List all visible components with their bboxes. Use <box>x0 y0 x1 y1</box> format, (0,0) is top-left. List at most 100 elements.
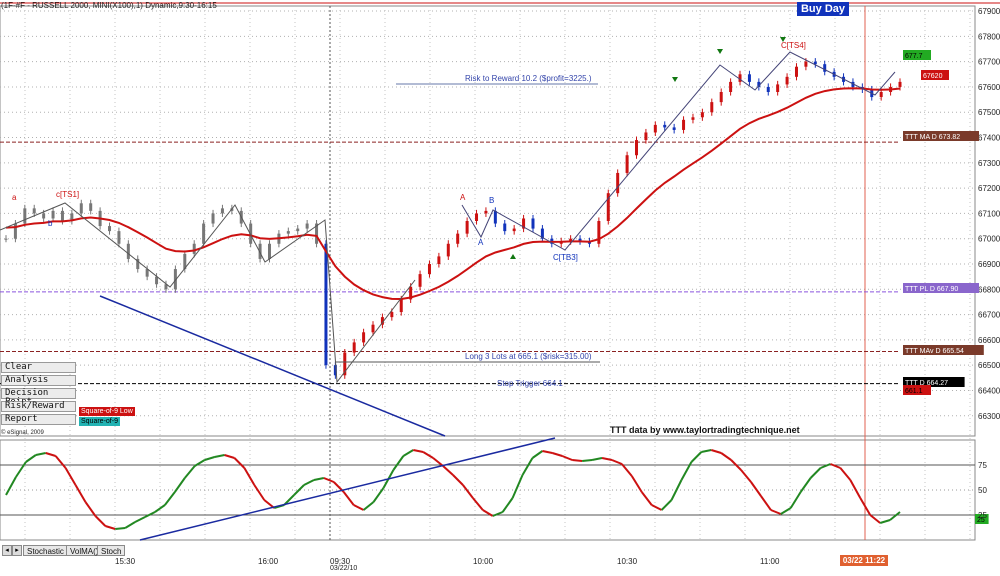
candle-body <box>173 269 177 290</box>
candle-body <box>747 74 751 82</box>
oscillator-segment <box>640 491 653 506</box>
pattern-label: B <box>489 196 494 205</box>
candle-body <box>522 218 526 229</box>
y-tick-label: 67900 <box>978 7 1000 16</box>
candle-body <box>578 238 582 242</box>
candle-body <box>531 218 535 229</box>
oscillator-segment <box>472 497 484 511</box>
candle-body <box>484 210 488 214</box>
oscillator-segment <box>115 527 126 530</box>
oscillator-segment <box>492 511 504 517</box>
oscillator-segment <box>214 454 225 458</box>
oscillator-segment <box>25 454 37 463</box>
candle-body <box>108 226 112 232</box>
oscillator-tick-label: 75 <box>978 461 987 470</box>
y-tick-label: 67100 <box>978 209 1000 218</box>
square-of-9-low-badge[interactable]: Square-of-9 Low <box>79 407 135 416</box>
right-badge-label: TTT MA D 673.82 <box>905 134 960 141</box>
scroll-right-button[interactable]: ▸ <box>12 545 22 556</box>
candle-body <box>682 119 686 130</box>
candle-body <box>446 243 450 257</box>
oscillator-segment <box>730 459 742 471</box>
decision-point-button[interactable]: Decision Point <box>1 388 76 407</box>
oscillator-segment <box>432 457 444 467</box>
price-panel <box>0 5 976 437</box>
long-label: Long 3 Lots at 665.1 ($risk=315.00) <box>465 352 592 361</box>
analysis-button[interactable]: Analysis <box>1 375 76 386</box>
oscillator-segment <box>64 467 77 486</box>
candle-body <box>305 223 309 229</box>
oscillator-segment <box>630 475 643 493</box>
right-badge-label: TTT D 664.27 <box>905 380 948 387</box>
candle-body <box>766 86 770 92</box>
oscillator-tick-label: 50 <box>978 486 987 495</box>
oscillator-segment <box>501 497 514 513</box>
oscillator-segment <box>45 452 56 457</box>
candle-body <box>879 92 883 98</box>
candle-body <box>296 228 300 232</box>
oscillator-segment <box>859 497 872 516</box>
candle-body <box>249 223 253 244</box>
candle-body <box>437 256 441 264</box>
tab-stoch[interactable]: Stoch <box>97 545 126 556</box>
candle-body <box>343 352 347 376</box>
candle-body <box>729 81 733 92</box>
candle-body <box>155 276 159 285</box>
clear-button[interactable]: Clear <box>1 362 76 373</box>
x-tick-label: 11:00 <box>760 557 780 566</box>
oscillator-segment <box>849 479 862 499</box>
candle-body <box>13 223 17 239</box>
pattern-label: C[TB3] <box>553 253 578 262</box>
oscillator-segment <box>770 509 782 515</box>
candle-body <box>399 299 403 313</box>
candle-body <box>4 238 8 240</box>
oscillator-segment <box>621 463 633 477</box>
oscillator-segment <box>164 491 176 506</box>
candle-body <box>597 221 601 244</box>
oscillator-segment <box>582 459 593 462</box>
oscillator-segment <box>462 484 474 499</box>
candle-body <box>823 64 827 72</box>
square-of-9-badge[interactable]: Square-of-9 <box>79 417 120 426</box>
scroll-left-button[interactable]: ◂ <box>2 545 12 556</box>
oscillator-segment <box>283 494 295 506</box>
candle-body <box>315 223 319 244</box>
candle-body <box>362 332 366 343</box>
oscillator-segment <box>482 509 494 517</box>
candle-body <box>390 312 394 318</box>
oscillator-segment <box>204 456 215 461</box>
pattern-label: c[TS1] <box>56 190 79 199</box>
y-tick-label: 67200 <box>978 184 1000 193</box>
right-badge <box>921 70 949 80</box>
right-badge <box>975 514 989 524</box>
pattern-label: C[TS4] <box>781 41 806 50</box>
oscillator-segment <box>94 515 107 527</box>
candle-body <box>475 213 479 221</box>
y-tick-label: 66600 <box>978 336 1000 345</box>
candle-body <box>286 231 290 234</box>
oscillator-segment <box>701 449 712 453</box>
source-label: TTT data by www.taylortradingtechnique.n… <box>610 425 800 435</box>
swing-line <box>0 202 416 384</box>
oscillator-segment <box>402 449 414 457</box>
oscillator-segment <box>889 511 901 521</box>
risk-reward-button[interactable]: Risk/Reward <box>1 401 76 412</box>
candle-body <box>606 193 610 221</box>
oscillator-segment <box>750 481 762 497</box>
candle-body <box>776 84 780 92</box>
candle-body <box>352 342 356 353</box>
oscillator-segment <box>74 484 87 503</box>
candle-body <box>126 243 130 259</box>
oscillator-segment <box>154 504 166 513</box>
stop-label: Stop Trigger 664.1 <box>497 379 563 388</box>
candle-body <box>211 213 215 224</box>
report-button[interactable]: Report <box>1 414 76 425</box>
x-tick-label: 15:30 <box>115 557 136 566</box>
y-tick-label: 66800 <box>978 285 1000 294</box>
candle-body <box>117 231 121 244</box>
oscillator-segment <box>392 455 405 471</box>
oscillator-segment <box>144 511 156 518</box>
oscillator-segment <box>372 487 385 503</box>
candle-body <box>804 61 808 67</box>
